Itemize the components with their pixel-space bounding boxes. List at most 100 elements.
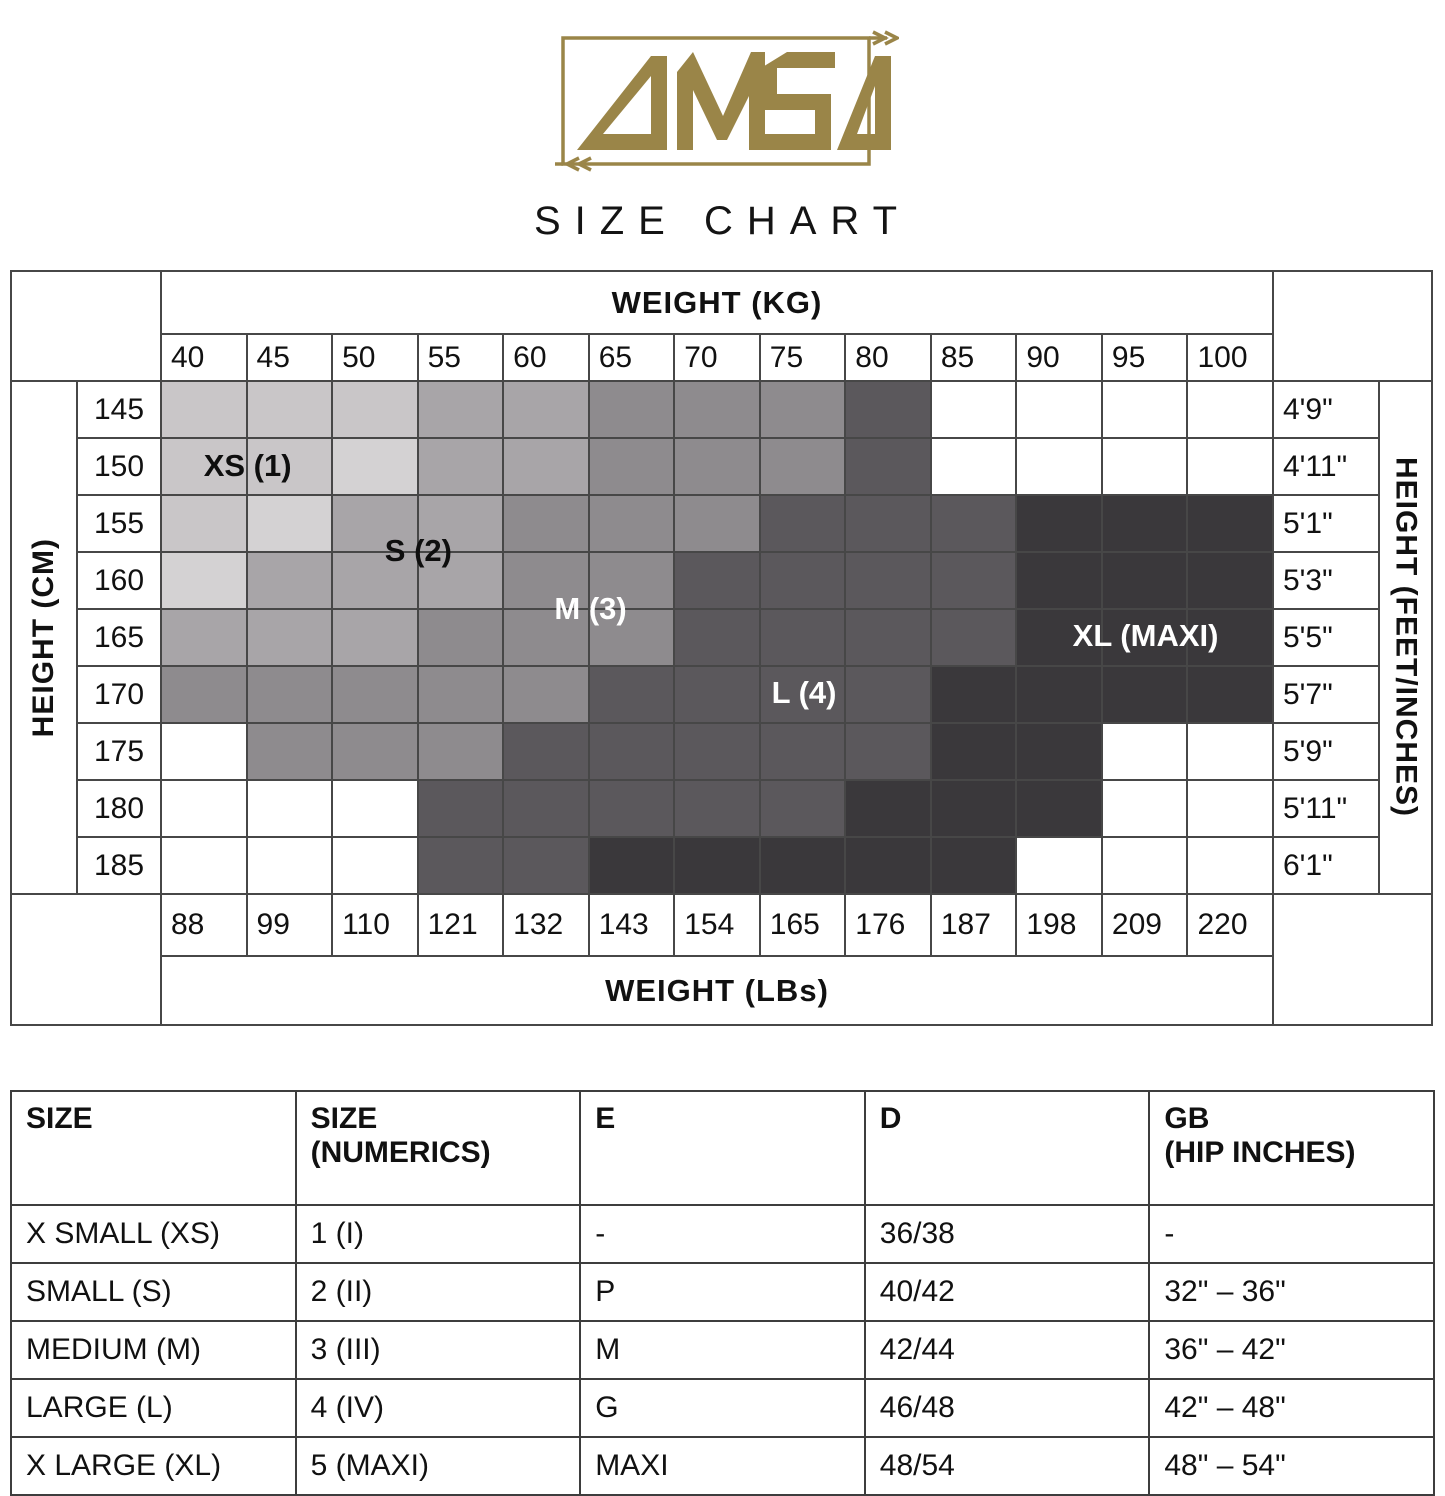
size-table-cell: X SMALL (XS): [10, 1204, 297, 1264]
cm-value: 185: [78, 838, 160, 893]
page-title: SIZE CHART: [533, 199, 912, 243]
grid-cell: [1102, 439, 1187, 494]
grid-cell: [846, 382, 930, 437]
grid-cell: [931, 439, 1016, 494]
grid-cell: [504, 439, 588, 494]
grid-cell: [162, 781, 246, 836]
size-table-cell: MEDIUM (M): [10, 1320, 297, 1380]
size-table-cell: 2 (II): [294, 1262, 582, 1322]
grid-cell: [418, 667, 503, 722]
grid-cell: [1017, 610, 1101, 665]
grid-cell: [162, 382, 246, 437]
grid-cell: [1017, 667, 1101, 722]
grid-cell: [589, 724, 674, 779]
grid-cell: [1102, 496, 1187, 551]
cm-value: 170: [78, 667, 160, 722]
grid-cell: [333, 382, 417, 437]
size-table-body: X SMALL (XS) 1 (I) -36/38- SMALL (S) 2 (II) P…: [10, 1204, 1435, 1496]
kg-value: 70: [675, 335, 759, 380]
corner-bottom-right: [1273, 895, 1431, 1024]
size-table-cell: -: [579, 1204, 866, 1264]
kg-value: 80: [846, 335, 930, 380]
grid-cell: [846, 553, 930, 608]
height-ftin-axis-label: HEIGHT (FEET/INCHES): [1379, 382, 1431, 893]
size-table: SIZE SIZE (NUMERICS) E D GB (HIP INCHES) X S…: [10, 1090, 1435, 1496]
grid-cell: [1188, 439, 1272, 494]
kg-value: 95: [1102, 335, 1187, 380]
grid-cell: [589, 439, 674, 494]
corner-top-right: [1273, 272, 1431, 380]
grid-cell: [675, 496, 759, 551]
size-table-cell: 36" – 42": [1148, 1320, 1435, 1380]
cm-value: 165: [78, 610, 160, 665]
size-table-cell: 1 (I): [294, 1204, 582, 1264]
size-table-cell: LARGE (L): [10, 1378, 297, 1438]
size-table-cell: 42/44: [863, 1320, 1151, 1380]
size-table-cell: 32" – 36": [1148, 1262, 1435, 1322]
size-grid: WEIGHT (KG) 40 45 50 55 60 65 70 75 80 85 90 95 100 HE…: [10, 270, 1433, 1026]
lbs-value: 132: [504, 895, 588, 955]
grid-cell: [247, 553, 332, 608]
omsa-logo: [547, 12, 899, 190]
grid-cell: [675, 382, 759, 437]
grid-cell: [846, 610, 930, 665]
corner-bottom-left: [12, 895, 160, 1024]
grid-cell: [418, 439, 503, 494]
grid-cell: [333, 610, 417, 665]
grid-cell: [333, 439, 417, 494]
grid-cell: [589, 610, 674, 665]
grid-cell: [760, 838, 845, 893]
grid-cell: [931, 838, 1016, 893]
grid-cell: [846, 781, 930, 836]
size-table-header-cell: E: [579, 1090, 866, 1206]
ftin-value: 5'7": [1273, 667, 1378, 722]
grid-cell: [1102, 382, 1187, 437]
grid-cell: [846, 496, 930, 551]
grid-cell: [247, 382, 332, 437]
cm-value: 150: [78, 439, 160, 494]
size-table-head: SIZE SIZE (NUMERICS) E D GB (HIP INCHES): [10, 1090, 1435, 1206]
grid-cell: [504, 667, 588, 722]
grid-cell: [760, 439, 845, 494]
ftin-value: 5'5": [1273, 610, 1378, 665]
grid-cell: [333, 667, 417, 722]
size-table-cell: -: [1148, 1204, 1435, 1264]
grid-cell: [1102, 553, 1187, 608]
kg-value: 60: [504, 335, 588, 380]
height-ftin-axis-label-text: HEIGHT (FEET/INCHES): [1389, 457, 1423, 818]
grid-cell: [247, 838, 332, 893]
kg-value: 90: [1017, 335, 1101, 380]
grid-cell: [162, 610, 246, 665]
kg-value: 75: [760, 335, 845, 380]
grid-cell: [1102, 667, 1187, 722]
size-table-cell: 36/38: [863, 1204, 1151, 1264]
lbs-value: 198: [1017, 895, 1101, 955]
kg-value: 50: [333, 335, 417, 380]
lbs-value: 165: [760, 895, 845, 955]
grid-cell: [1188, 781, 1272, 836]
height-cm-axis-label: HEIGHT (CM): [12, 382, 76, 893]
grid-cell: [931, 382, 1016, 437]
corner-top-left: [12, 272, 160, 380]
grid-cell: [247, 439, 332, 494]
cm-value: 145: [78, 382, 160, 437]
grid-cell: [418, 382, 503, 437]
lbs-value: 143: [589, 895, 674, 955]
lbs-value: 121: [418, 895, 503, 955]
kg-value: 85: [931, 335, 1016, 380]
kg-value: 40: [162, 335, 246, 380]
grid-cell: [504, 382, 588, 437]
height-cm-axis-label-text: HEIGHT (CM): [27, 537, 60, 738]
grid-cell: [333, 838, 417, 893]
size-table-cell: MAXI: [579, 1436, 866, 1496]
grid-cell: [589, 781, 674, 836]
grid-cell: [589, 496, 674, 551]
grid-cell: [162, 496, 246, 551]
weight-lbs-axis-label: WEIGHT (LBs): [162, 957, 1272, 1024]
lbs-value: 187: [931, 895, 1016, 955]
cm-value: 160: [78, 553, 160, 608]
grid-cell: [931, 610, 1016, 665]
grid-cell: [1188, 496, 1272, 551]
weight-kg-axis-label: WEIGHT (KG): [162, 272, 1272, 333]
size-table-cell: G: [579, 1378, 866, 1438]
